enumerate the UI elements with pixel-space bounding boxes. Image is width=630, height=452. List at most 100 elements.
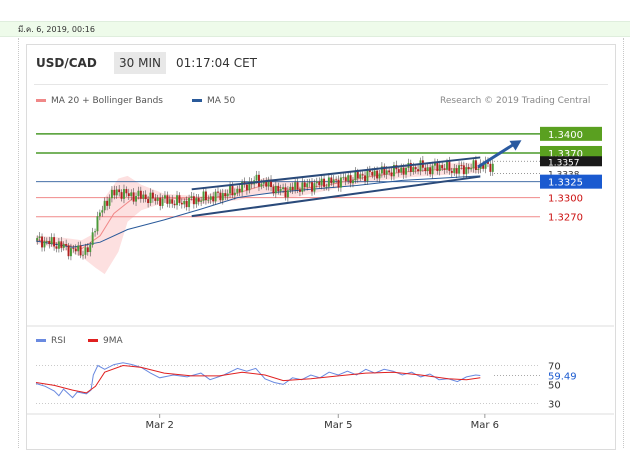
candle [79,245,82,256]
candle [327,177,330,187]
candle [89,244,92,253]
candle [311,182,313,192]
candle [279,189,282,192]
candle [113,189,116,196]
candle [236,188,239,193]
candle [303,182,306,188]
candle [123,189,125,199]
date-header-bar: มี.ค. 6, 2019, 00:16 [0,21,630,37]
legend-rsi: RSI [36,336,66,346]
candle [462,165,465,175]
candle [53,237,56,247]
rsi-tick-50: 50 [548,380,561,391]
candle [36,237,39,241]
rsi-line [35,362,481,399]
candle [388,170,391,173]
candle [55,246,58,249]
candle [347,175,350,181]
candle [373,170,376,176]
pivot-tag-1.3325 [540,174,602,189]
candle [159,197,162,206]
candle [45,240,48,242]
candle [385,170,388,175]
timeframe-badge[interactable]: 30 MIN [114,52,166,74]
candle [62,244,65,248]
candle [291,186,294,190]
candle [219,192,222,201]
candle [94,231,97,233]
top-margin [0,0,630,18]
candle [417,169,420,172]
candle [380,166,383,174]
channel-upper-line [191,156,481,191]
candle [412,167,415,172]
candle [431,165,434,175]
candle [364,175,367,182]
candle [339,177,342,188]
candle [166,195,169,204]
candle [183,200,186,205]
legend-9ma: 9MA [88,336,123,346]
candle [84,247,87,255]
candle [82,254,84,256]
candle [67,245,70,257]
rsi-9ma-line [35,364,481,394]
candle [472,160,475,169]
candle [178,195,181,203]
ma50-line [35,175,481,248]
candle [441,165,444,169]
candle [86,247,89,253]
x-tick-label: Mar 2 [145,420,173,431]
candle [91,232,94,245]
ma50-swatch-icon [192,99,202,102]
candle [65,244,68,246]
candle [359,174,362,179]
candle [163,195,166,199]
candle [298,189,301,192]
x-tick-label: Mar 5 [324,420,352,431]
header-divider [34,84,608,85]
bollinger-band-area [36,162,481,275]
candle [258,174,260,187]
price-label-1.3357: 1.3357 [548,158,580,168]
candle [207,199,210,201]
candle [436,162,439,172]
resistance-label-1.3400: 1.3400 [548,130,583,141]
candle [453,168,456,173]
candle [142,194,145,199]
candle [267,179,270,187]
candle [465,167,468,175]
candle [448,161,451,171]
candle [137,190,140,197]
candle [108,198,111,206]
candle [282,187,285,190]
candle [323,178,326,187]
candle [110,189,113,199]
candle [460,165,463,167]
candle [491,163,494,172]
candle [115,189,118,196]
candle [352,180,354,184]
forecast-arrow-line [477,141,517,169]
candle [414,167,417,170]
candle [127,193,130,197]
candle [180,202,183,205]
date-header: มี.ค. 6, 2019, 00:16 [18,25,95,34]
candle [371,171,374,176]
candle [443,168,446,170]
candle [217,191,219,193]
candle [226,193,229,197]
candle [390,172,393,177]
legend-9ma-label: 9MA [103,336,123,346]
resistance-tag-1.3400 [540,126,602,141]
support-tag-1.3270 [540,209,602,224]
x-tick-label: Mar 6 [471,420,499,431]
candle [361,174,364,176]
candle [43,241,46,248]
candle [120,192,123,199]
candle [315,181,318,184]
candle [270,179,272,187]
candle [106,200,109,206]
candle [426,167,429,172]
candle [313,183,316,192]
